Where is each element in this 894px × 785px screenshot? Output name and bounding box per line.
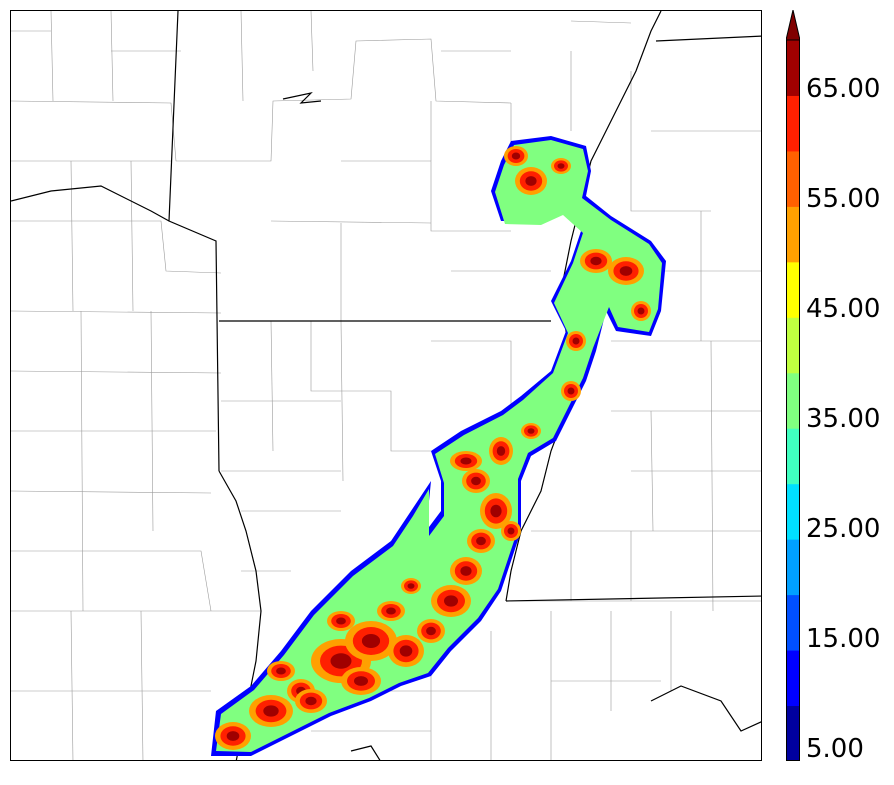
storm-cell <box>460 566 472 576</box>
colorbar-label-15: 15.00 <box>806 624 881 654</box>
reflectivity-swath <box>211 136 666 756</box>
storm-cell <box>399 645 413 657</box>
swath-outline <box>211 136 666 756</box>
colorbar <box>786 10 800 761</box>
colorbar-frame <box>786 39 800 761</box>
radar-map-panel <box>10 10 762 761</box>
storm-cell <box>496 446 506 456</box>
storm-cell <box>386 607 396 615</box>
colorbar-label-25: 25.00 <box>806 514 881 544</box>
colorbar-segment <box>786 372 800 429</box>
colorbar-label-35: 35.00 <box>806 404 881 434</box>
colorbar-segment <box>786 650 800 707</box>
county-boundaries <box>11 11 761 760</box>
storm-cell <box>567 387 575 395</box>
storm-cell <box>263 705 279 717</box>
colorbar-segment <box>786 95 800 152</box>
colorbar-segment <box>786 206 800 263</box>
colorbar-segment <box>786 428 800 485</box>
colorbar-segment <box>786 483 800 540</box>
storm-cell <box>460 457 472 465</box>
storm-cell <box>476 536 486 546</box>
colorbar-extend-arrow <box>786 10 800 41</box>
colorbar-segment <box>786 705 800 761</box>
storm-cell <box>444 595 458 607</box>
storm-cell <box>590 256 602 266</box>
storm-cell <box>426 626 436 636</box>
colorbar-label-65: 65.00 <box>806 74 881 104</box>
storm-cell <box>619 266 633 276</box>
colorbar-segment <box>786 40 800 96</box>
colorbar-segments <box>786 10 800 761</box>
storm-cell <box>330 653 352 669</box>
colorbar-segment <box>786 317 800 374</box>
storm-cell <box>336 617 346 625</box>
colorbar-segment <box>786 261 800 318</box>
storm-cell <box>572 337 580 345</box>
colorbar-segment <box>786 150 800 207</box>
storm-cell <box>511 152 521 160</box>
colorbar-segment <box>786 539 800 596</box>
storm-cell <box>490 504 502 518</box>
storm-cell <box>637 307 645 315</box>
colorbar-segment <box>786 594 800 651</box>
storm-cell <box>226 731 240 741</box>
storm-cells <box>215 146 651 750</box>
storm-cell <box>525 176 537 186</box>
colorbar-label-55: 55.00 <box>806 184 881 214</box>
storm-cell <box>557 163 565 169</box>
storm-cell <box>305 696 317 706</box>
storm-cell <box>407 583 415 589</box>
colorbar-label-5: 5.00 <box>806 734 864 764</box>
storm-cell <box>471 476 481 486</box>
storm-cell <box>276 667 286 675</box>
storm-cell <box>354 676 368 686</box>
colorbar-label-45: 45.00 <box>806 294 881 324</box>
radar-map <box>11 11 761 760</box>
storm-cell <box>527 428 535 434</box>
storm-cell <box>507 527 515 535</box>
storm-cell <box>361 634 381 648</box>
